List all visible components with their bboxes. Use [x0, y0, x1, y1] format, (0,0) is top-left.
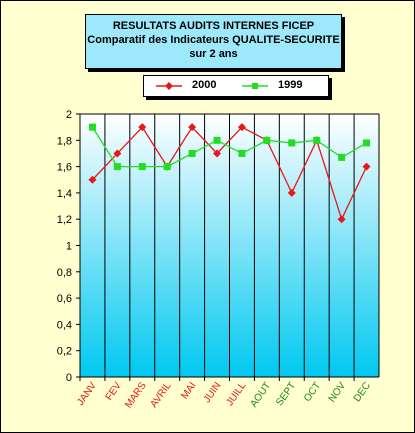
- y-tick-label: 0,6: [57, 293, 72, 305]
- point-1999-dec: [363, 139, 371, 147]
- x-tick-label: MAI: [179, 380, 198, 401]
- chart-title-line-2: Comparatif des Indicateurs QUALITE-SECUR…: [87, 34, 340, 46]
- point-2000-janv: [88, 175, 97, 184]
- point-2000-mai: [188, 123, 197, 132]
- series-line-1999: [91, 126, 367, 168]
- y-tick-label: 1,4: [57, 188, 72, 200]
- point-1999-juin: [213, 136, 221, 144]
- x-tick-label: DEC: [352, 380, 373, 404]
- y-tick-label: 0,4: [57, 319, 72, 331]
- legend-marker-2000: [156, 82, 182, 90]
- point-1999-fev: [113, 163, 121, 171]
- point-2000-juin: [213, 149, 222, 158]
- x-tick-label: SEPT: [274, 380, 298, 408]
- chart-legend: 2000 1999: [143, 75, 329, 97]
- point-1999-mars: [138, 163, 146, 171]
- legend-label-2000: 2000: [192, 79, 217, 91]
- x-tick-label: AVRIL: [148, 380, 173, 410]
- point-1999-nov: [338, 153, 346, 161]
- point-2000-sept: [287, 188, 296, 197]
- x-tick-label: JUILL: [224, 380, 248, 408]
- y-tick-label: 2: [66, 109, 72, 121]
- chart-title-box: RESULTATS AUDITS INTERNES FICEP Comparat…: [85, 14, 342, 69]
- y-tick-label: 1,2: [57, 214, 72, 226]
- legend-label-1999: 1999: [278, 79, 303, 91]
- point-1999-sept: [288, 139, 296, 147]
- y-tick-label: 1,8: [57, 135, 72, 147]
- y-tick-label: 0,8: [57, 267, 72, 279]
- point-2000-mars: [138, 123, 147, 132]
- y-tick-label: 1: [66, 241, 72, 253]
- point-1999-avril: [163, 163, 171, 171]
- x-tick-label: AOUT: [248, 380, 273, 409]
- x-tick-label: OCT: [302, 380, 323, 404]
- point-1999-mai: [188, 149, 196, 157]
- x-tick-label: JUIN: [202, 380, 224, 405]
- y-tick-label: 0,2: [57, 346, 72, 358]
- x-tick-label: JANV: [75, 380, 99, 408]
- legend-item-2000: 2000: [152, 76, 232, 96]
- legend-marker-1999: [242, 83, 268, 89]
- point-1999-janv: [88, 123, 96, 131]
- chart-title-line-1: RESULTATS AUDITS INTERNES FICEP: [112, 20, 315, 32]
- point-1999-oct: [313, 136, 321, 144]
- chart-title-line-3: sur 2 ans: [189, 48, 238, 60]
- y-tick-label: 1,6: [57, 162, 72, 174]
- point-2000-juill: [237, 123, 246, 132]
- point-2000-dec: [362, 162, 371, 171]
- y-tick-label: 0: [66, 372, 72, 384]
- point-2000-fev: [113, 149, 122, 158]
- point-1999-juill: [238, 149, 246, 157]
- legend-item-1999: 1999: [238, 76, 318, 96]
- series-line-2000: [91, 126, 368, 221]
- x-tick-label: NOV: [327, 380, 349, 404]
- point-2000-nov: [337, 215, 346, 224]
- x-tick-label: FEV: [104, 380, 124, 403]
- x-tick-label: MARS: [123, 380, 149, 410]
- point-1999-aout: [263, 136, 271, 144]
